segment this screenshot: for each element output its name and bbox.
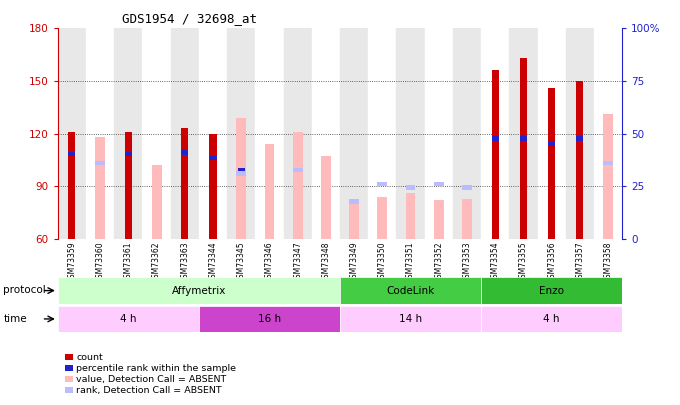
Bar (396, 28, 425, 239)
Bar (425, 28, 453, 239)
Text: value, Detection Call = ABSENT: value, Detection Call = ABSENT (76, 375, 226, 384)
Bar (58, 28, 86, 239)
Bar (577, 81, 583, 239)
Bar (405, 193, 415, 239)
Bar (481, 28, 509, 239)
Bar (209, 156, 216, 160)
Bar (520, 58, 527, 239)
Bar (152, 165, 162, 239)
Bar (227, 28, 256, 239)
Text: protocol: protocol (3, 286, 46, 295)
Bar (566, 28, 594, 239)
Bar (199, 28, 227, 239)
FancyBboxPatch shape (481, 306, 622, 332)
FancyBboxPatch shape (58, 306, 199, 332)
FancyBboxPatch shape (340, 306, 481, 332)
Bar (125, 152, 132, 156)
Bar (492, 136, 498, 141)
Bar (434, 200, 444, 239)
Bar (453, 28, 481, 239)
FancyBboxPatch shape (340, 277, 481, 304)
Bar (492, 70, 498, 239)
Text: Affymetrix: Affymetrix (172, 286, 226, 296)
Bar (143, 28, 171, 239)
Text: time: time (3, 314, 27, 324)
Bar (69, 152, 75, 156)
Bar (509, 28, 538, 239)
Bar (292, 132, 303, 239)
FancyBboxPatch shape (58, 277, 340, 304)
Text: percentile rank within the sample: percentile rank within the sample (76, 364, 236, 373)
Text: GDS1954 / 32698_at: GDS1954 / 32698_at (122, 12, 258, 25)
Bar (369, 28, 396, 239)
Bar (538, 28, 566, 239)
Bar (462, 185, 472, 190)
Bar (603, 161, 613, 165)
Bar (95, 137, 105, 239)
Text: 14 h: 14 h (399, 314, 422, 324)
Text: 16 h: 16 h (258, 314, 281, 324)
Bar (349, 200, 359, 204)
Bar (238, 168, 245, 172)
Bar (340, 28, 369, 239)
Text: Enzo: Enzo (539, 286, 564, 296)
FancyBboxPatch shape (481, 277, 622, 304)
Bar (321, 156, 331, 239)
Bar (434, 182, 444, 186)
Bar (95, 161, 105, 165)
Bar (182, 150, 188, 155)
Bar (256, 28, 284, 239)
Bar (548, 142, 555, 146)
Text: rank, Detection Call = ABSENT: rank, Detection Call = ABSENT (76, 386, 222, 394)
Bar (125, 132, 132, 239)
Bar (284, 28, 312, 239)
Bar (594, 28, 622, 239)
Bar (294, 168, 301, 172)
Bar (114, 28, 143, 239)
Bar (265, 144, 275, 239)
Bar (69, 132, 75, 239)
Bar (377, 182, 388, 186)
Text: count: count (76, 353, 103, 362)
Bar (182, 128, 188, 239)
Bar (209, 134, 216, 239)
Bar (86, 28, 114, 239)
Bar (236, 171, 246, 176)
Text: 4 h: 4 h (120, 314, 137, 324)
Text: CodeLink: CodeLink (386, 286, 435, 296)
Bar (520, 136, 527, 141)
Text: 4 h: 4 h (543, 314, 560, 324)
Bar (349, 198, 359, 239)
Bar (548, 88, 555, 239)
Bar (603, 114, 613, 239)
Bar (377, 197, 388, 239)
Bar (405, 185, 415, 190)
Bar (462, 198, 472, 239)
Bar (312, 28, 340, 239)
FancyBboxPatch shape (199, 306, 340, 332)
Bar (292, 168, 303, 172)
Bar (171, 28, 199, 239)
Bar (236, 118, 246, 239)
Bar (577, 136, 583, 141)
